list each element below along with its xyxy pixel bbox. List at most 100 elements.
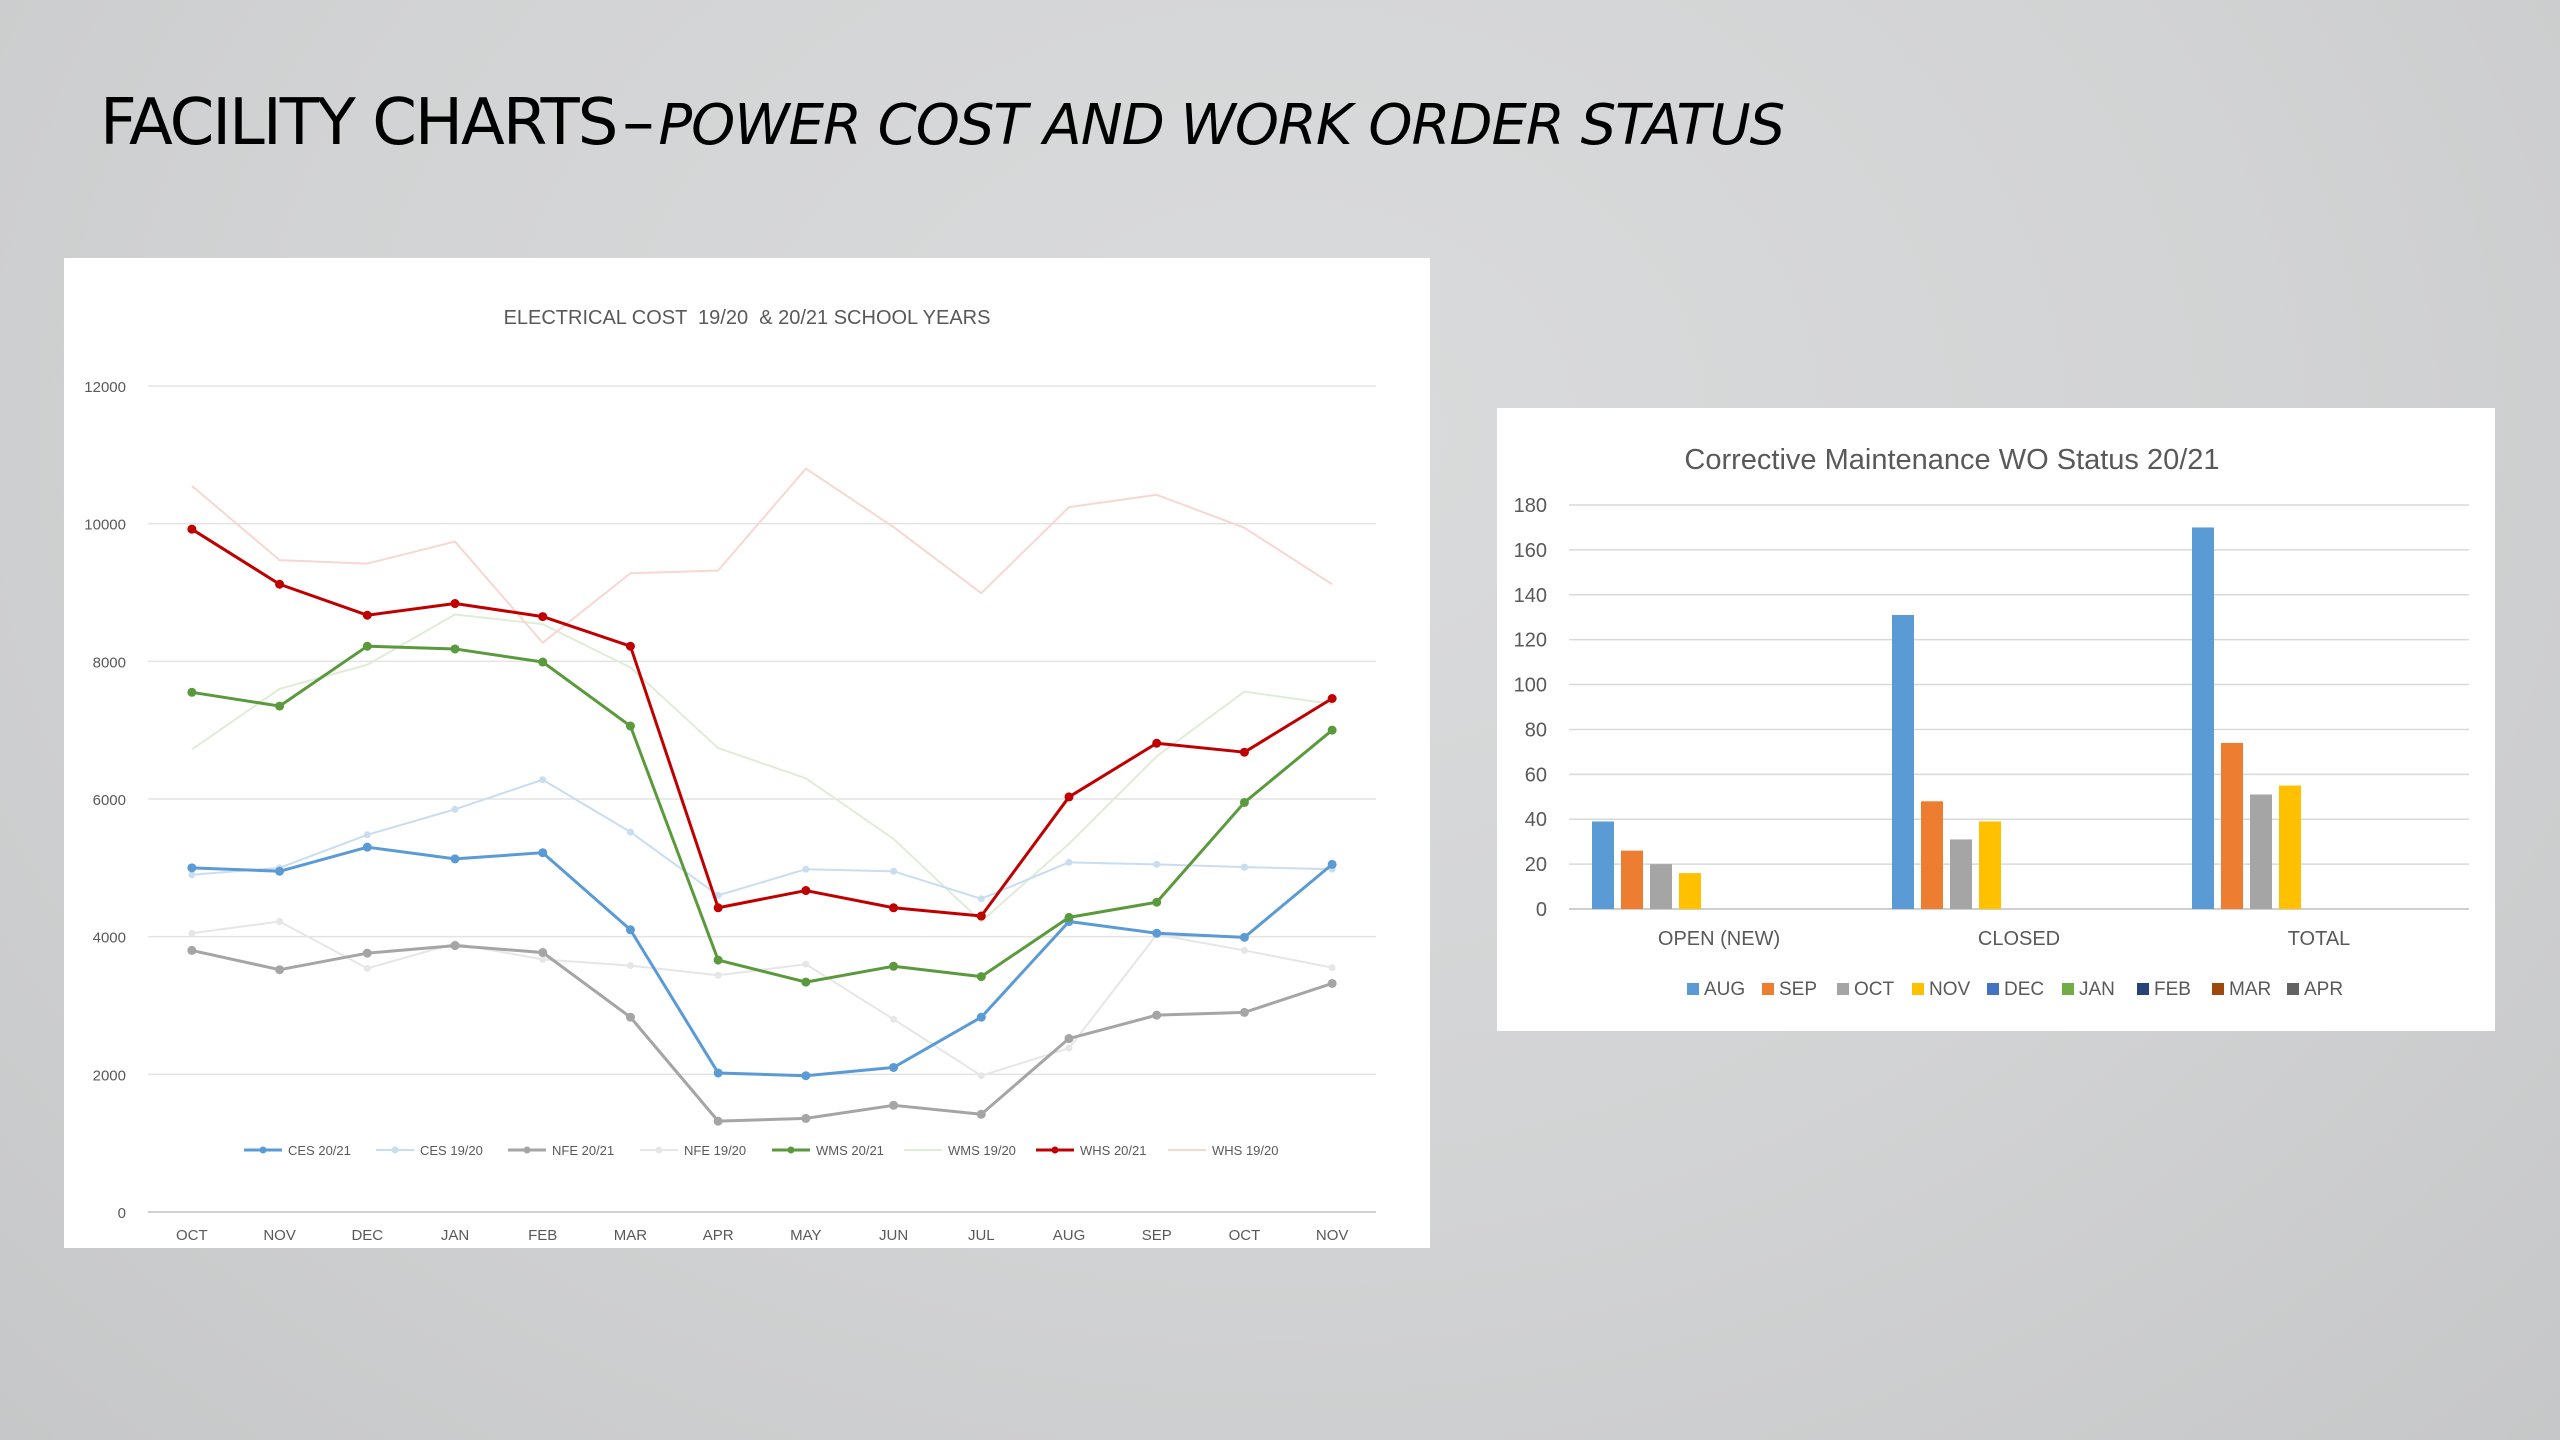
data-point [1239,932,1249,942]
data-point [450,644,460,654]
work-order-chart-title: Corrective Maintenance WO Status 20/21 [1684,444,2219,476]
x-tick-label: MAY [790,1227,821,1244]
data-point [1064,1034,1074,1044]
data-point [187,524,197,534]
x-tick-label: NOV [263,1227,296,1244]
legend-swatch [1987,983,1999,995]
legend-item-oct: OCT [1837,979,1895,1000]
data-point [187,863,197,873]
data-point [1064,792,1074,802]
data-point [275,866,285,876]
data-point [276,918,284,926]
legend-label: MAR [2229,979,2271,1000]
x-tick-label: MAR [614,1227,648,1244]
data-point [539,776,547,784]
legend-swatch [1837,983,1849,995]
x-tick-label: OCT [176,1227,208,1244]
x-tick-label: NOV [1316,1227,1349,1244]
y-tick-label: 6000 [93,792,126,809]
series-ces-20-21 [187,842,1337,1081]
legend-item-sep: SEP [1762,979,1817,1000]
data-point [976,911,986,921]
x-tick-label: OPEN (NEW) [1658,928,1780,950]
data-point [187,945,197,955]
data-point [538,612,548,622]
legend-item-mar: MAR [2212,979,2271,1000]
legend-swatch [1687,983,1699,995]
electrical-cost-gridlines [148,385,1376,1213]
series-nfe-20-21 [187,941,1337,1126]
legend-marker [259,1146,267,1154]
data-point [362,842,372,852]
legend-item-nfe-19-20: NFE 19/20 [640,1143,746,1158]
data-point [625,1012,635,1022]
data-point [801,1071,811,1081]
bar-oct [1950,839,1972,909]
legend-label: FEB [2154,979,2191,1000]
legend-item-nfe-20-21: NFE 20/21 [508,1143,614,1158]
y-tick-label: 120 [1514,630,1547,652]
data-point [625,721,635,731]
series-nfe-19-20 [188,918,1336,1080]
x-tick-label: TOTAL [2288,928,2351,950]
legend-item-whs-20-21: WHS 20/21 [1036,1143,1146,1158]
data-point [889,1100,899,1110]
data-point [1065,858,1073,866]
data-point [977,895,985,903]
data-point [1152,897,1162,907]
data-point [714,891,722,899]
slide-title-dash: – [622,86,654,160]
work-order-bar-chart: Corrective Maintenance WO Status 20/21 0… [1514,444,2469,1000]
legend-label: NFE 20/21 [552,1143,614,1158]
legend-swatch [1762,983,1774,995]
data-point [801,1113,811,1123]
data-point [451,805,459,813]
legend-marker [391,1146,399,1154]
data-point [539,955,547,963]
bar-group-open-new [1592,821,1701,909]
data-point [275,579,285,589]
data-point [450,599,460,609]
bar-aug [1892,614,1914,909]
legend-swatch [2137,983,2149,995]
data-point [714,971,722,979]
data-point [713,1116,723,1126]
legend-label: CES 19/20 [420,1143,483,1158]
slide-title-main: FACILITY CHARTS [100,86,618,160]
bar-sep [1621,850,1643,909]
bar-nov [1679,873,1701,909]
data-point [626,828,634,836]
work-order-legend: AUG SEP OCT NOV DEC JAN FEB MAR APR [1687,979,2343,1000]
data-point [801,886,811,896]
bar-aug [1592,821,1614,909]
series-line [191,920,1333,1077]
series-wms-20-21 [187,641,1337,987]
data-point [976,1109,986,1119]
legend-item-wms-20-21: WMS 20/21 [772,1143,884,1158]
data-point [713,955,723,965]
legend-marker [787,1146,795,1154]
work-order-gridlines [1569,504,2469,910]
y-tick-label: 180 [1514,495,1547,517]
bar-sep [2221,742,2243,909]
data-point [538,657,548,667]
x-tick-label: OCT [1229,1227,1261,1244]
data-point [802,865,810,873]
data-point [889,1062,899,1072]
electrical-cost-chart-title: ELECTRICAL COST 19/20 & 20/21 SCHOOL YEA… [504,307,991,329]
x-tick-label: JAN [441,1227,469,1244]
series-line [191,845,1334,1078]
data-point [1153,860,1161,868]
legend-swatch [2287,983,2299,995]
work-order-chart-panel: Corrective Maintenance WO Status 20/21 0… [1497,408,2495,1031]
data-point [1065,1044,1073,1052]
legend-label: AUG [1704,979,1745,1000]
legend-item-aug: AUG [1687,979,1745,1000]
y-tick-label: 160 [1514,540,1547,562]
data-point [626,962,634,970]
y-tick-label: 8000 [93,654,126,671]
data-point [362,641,372,651]
legend-item-apr: APR [2287,979,2343,1000]
y-tick-label: 60 [1525,764,1547,786]
data-point [187,687,197,697]
